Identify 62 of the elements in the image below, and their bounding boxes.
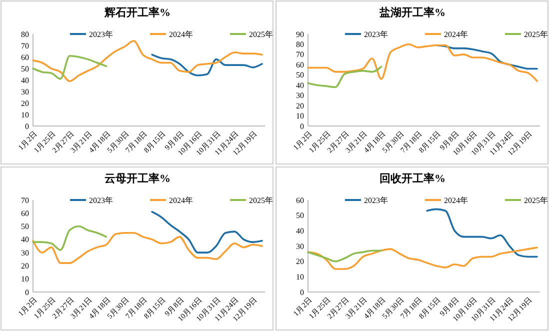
- y-tick-label: 10: [296, 112, 304, 121]
- y-tick-label: 20: [296, 101, 304, 110]
- legend-label: 2023年: [364, 196, 388, 205]
- chart-title: 回收开工率%: [380, 172, 446, 185]
- y-tick-label: 0: [300, 122, 304, 131]
- chart-title: 辉石开工率%: [104, 6, 170, 19]
- legend-label: 2024年: [444, 196, 468, 205]
- y-tick-label: 40: [21, 76, 29, 85]
- chart-title: 盐湖开工率%: [378, 6, 446, 19]
- legend-label: 2025年: [524, 30, 548, 39]
- line-series: [307, 250, 382, 262]
- y-tick-label: 20: [21, 262, 29, 271]
- y-tick-label: 80: [296, 40, 304, 50]
- legend-label: 2023年: [89, 196, 113, 205]
- y-tick-label: 0: [25, 122, 29, 131]
- y-tick-label: 50: [21, 222, 29, 232]
- y-tick-label: 10: [21, 110, 29, 120]
- line-series: [32, 225, 108, 251]
- y-tick-label: 30: [296, 91, 304, 100]
- y-tick-label: 10: [21, 274, 29, 284]
- legend-label: 2025年: [249, 30, 273, 39]
- y-tick-label: 40: [296, 226, 304, 236]
- legend-label: 2023年: [364, 30, 388, 39]
- y-tick-label: 50: [21, 64, 29, 74]
- y-tick-label: 10: [296, 272, 304, 282]
- y-tick-label: 30: [21, 248, 29, 258]
- y-tick-label: 20: [296, 257, 304, 266]
- y-tick-label: 70: [21, 196, 29, 205]
- y-tick-label: 50: [296, 70, 304, 80]
- y-tick-label: 30: [21, 87, 29, 96]
- line-series: [307, 43, 538, 82]
- legend-label: 2024年: [169, 30, 193, 39]
- legend-label: 2024年: [169, 196, 193, 205]
- y-tick-label: 70: [296, 50, 304, 60]
- y-tick-label: 40: [21, 235, 29, 244]
- chart-title: 云母开工率%: [104, 172, 170, 185]
- y-tick-label: 90: [296, 30, 304, 39]
- y-tick-label: 60: [296, 60, 304, 70]
- y-tick-label: 40: [296, 80, 304, 90]
- line-series: [151, 210, 263, 254]
- y-tick-label: 70: [21, 41, 29, 50]
- line-series: [32, 40, 263, 82]
- legend-label: 2024年: [444, 30, 468, 39]
- y-tick-label: 0: [25, 288, 29, 297]
- y-tick-label: 60: [296, 196, 304, 205]
- line-series: [435, 44, 538, 70]
- legend-label: 2025年: [249, 196, 273, 205]
- y-tick-label: 60: [21, 52, 29, 62]
- y-tick-label: 20: [21, 98, 29, 108]
- y-tick-label: 50: [296, 211, 304, 220]
- y-tick-label: 60: [21, 208, 29, 218]
- line-series: [32, 54, 108, 80]
- y-tick-label: 0: [300, 288, 304, 297]
- legend-label: 2023年: [89, 30, 113, 39]
- line-series: [426, 208, 538, 258]
- legend-label: 2025年: [524, 196, 548, 205]
- line-series: [307, 246, 538, 270]
- y-tick-label: 80: [21, 30, 29, 39]
- line-series: [151, 54, 263, 76]
- line-series: [307, 66, 382, 88]
- y-tick-label: 30: [296, 242, 304, 251]
- line-series: [32, 232, 263, 264]
